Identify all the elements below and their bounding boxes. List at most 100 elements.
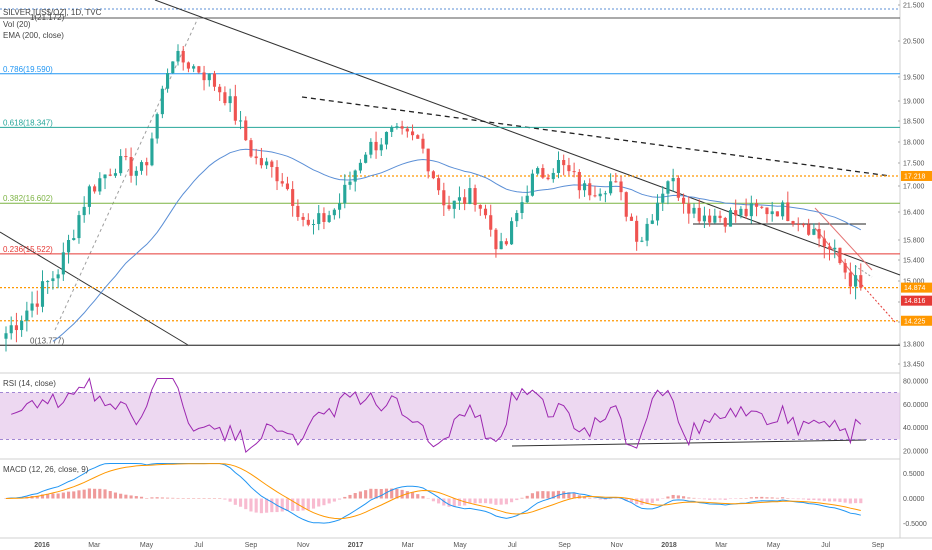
candle-body xyxy=(728,210,733,227)
macd-histogram-bar xyxy=(192,498,196,499)
macd-histogram-bar xyxy=(238,498,243,507)
macd-histogram-bar xyxy=(160,497,164,499)
downtrend-line-early[interactable] xyxy=(0,231,189,346)
candle-body xyxy=(760,206,764,208)
macd-histogram-bar xyxy=(718,498,722,500)
macd-histogram-bar xyxy=(46,493,50,499)
time-axis-tick: Sep xyxy=(558,542,571,549)
candle-body xyxy=(483,208,488,216)
macd-pane[interactable]: 0.5000 0.0000 -0.5000 xyxy=(4,463,927,529)
candle-body xyxy=(343,184,347,204)
candle-body xyxy=(426,148,430,172)
fib-level-label: 0.786(19.590) xyxy=(3,65,53,74)
candle-body xyxy=(437,178,441,191)
price-badge-label: 14.874 xyxy=(904,285,926,292)
macd-histogram-bar xyxy=(233,498,237,505)
candle-body xyxy=(322,213,326,222)
macd-histogram-bar xyxy=(775,497,779,499)
rsi-pane[interactable]: 80.0000 60.0000 40.0000 20.0000 xyxy=(0,377,928,456)
candle-body xyxy=(301,216,305,220)
price-badge-label: 17.218 xyxy=(904,173,926,180)
candle-body xyxy=(46,281,50,283)
macd-histogram-bar xyxy=(478,498,482,504)
rsi-band xyxy=(0,392,900,440)
candle-body xyxy=(150,138,154,166)
price-axis-tick: 16.400 xyxy=(903,210,925,217)
rsi-axis-tick: 80.0000 xyxy=(903,378,928,385)
macd-histogram-bar xyxy=(661,498,665,499)
candle-body xyxy=(332,209,336,216)
candle-body xyxy=(66,239,71,253)
macd-histogram-bar xyxy=(364,490,368,499)
macd-histogram-bar xyxy=(207,498,211,499)
candle-body xyxy=(395,126,399,128)
candle-body xyxy=(40,281,45,307)
macd-histogram-bar xyxy=(119,493,123,499)
macd-histogram-bar xyxy=(838,498,842,502)
rally-projection-line[interactable] xyxy=(54,17,199,331)
top-fib-label: 1(21.172) xyxy=(30,13,65,22)
rsi-legend[interactable]: RSI (14, close) xyxy=(3,379,56,388)
downtrend-line-main[interactable] xyxy=(154,0,901,276)
price-axis[interactable]: 21.500 20.500 19.500 19.000 18.500 18.000 17.5… xyxy=(898,3,925,369)
symbol-legend[interactable]: SILVER [US$/OZ], 1D, TVC xyxy=(3,8,102,17)
channel-mid-projection[interactable] xyxy=(854,265,873,278)
candle-body xyxy=(51,278,55,282)
macd-histogram-bar xyxy=(515,498,519,501)
macd-histogram-bar xyxy=(473,498,477,504)
macd-histogram-bar xyxy=(801,498,806,500)
candle-body xyxy=(233,96,237,121)
candle-body xyxy=(270,161,274,168)
candle-body xyxy=(504,241,508,245)
candle-body xyxy=(56,274,60,279)
macd-legend[interactable]: MACD (12, 26, close, 9) xyxy=(3,465,89,474)
candle-body xyxy=(489,215,493,230)
candle-body xyxy=(843,263,847,273)
price-candles xyxy=(4,44,863,352)
macd-histogram-bar xyxy=(468,498,472,504)
candle-body xyxy=(546,177,550,180)
dashed-resistance-line[interactable] xyxy=(301,96,891,177)
macd-histogram-bar xyxy=(369,488,373,499)
macd-histogram-bar xyxy=(447,498,451,507)
ema-legend[interactable]: EMA (200, close) xyxy=(3,31,64,40)
macd-histogram-bar xyxy=(103,489,107,499)
candle-body xyxy=(275,167,279,182)
macd-histogram-bar xyxy=(176,497,180,499)
candle-body xyxy=(374,141,378,151)
drawings-layer[interactable] xyxy=(0,0,901,447)
macd-histogram-bar xyxy=(77,490,81,499)
time-axis[interactable]: 2016 Mar May Jul Sep Nov 2017 Mar May Jul Sep Nov 20… xyxy=(34,542,884,549)
macd-histogram-bar xyxy=(98,488,102,499)
candle-body xyxy=(291,189,295,206)
macd-histogram-bar xyxy=(619,498,623,500)
macd-histogram-bar xyxy=(384,488,389,499)
macd-histogram-bar xyxy=(400,489,404,499)
candle-body xyxy=(582,183,587,191)
candle-body xyxy=(572,171,576,173)
macd-histogram-bar xyxy=(494,498,498,505)
macd-histogram-bar xyxy=(244,498,248,510)
candle-body xyxy=(35,303,39,307)
fib-level-label: 0.618(18.347) xyxy=(3,118,53,127)
macd-histogram-bar xyxy=(139,496,144,499)
channel-projection[interactable] xyxy=(861,284,896,323)
macd-histogram-bar xyxy=(322,498,326,506)
vol-legend[interactable]: Vol (20) xyxy=(3,20,31,29)
macd-histogram-bar xyxy=(426,498,430,499)
candle-body xyxy=(609,181,613,194)
macd-axis-tick: -0.5000 xyxy=(903,521,927,528)
candle-body xyxy=(14,325,18,331)
macd-histogram-bar xyxy=(332,498,336,502)
candle-body xyxy=(254,156,258,159)
macd-histogram-bar xyxy=(134,496,138,499)
candle-body xyxy=(9,325,13,334)
candle-body xyxy=(614,181,618,183)
channel-upper[interactable] xyxy=(814,207,873,271)
time-axis-tick: 2018 xyxy=(661,542,677,549)
macd-histogram-bar xyxy=(343,496,347,499)
macd-histogram-bar xyxy=(35,495,39,499)
candle-body xyxy=(447,205,451,209)
candle-body xyxy=(525,195,529,203)
